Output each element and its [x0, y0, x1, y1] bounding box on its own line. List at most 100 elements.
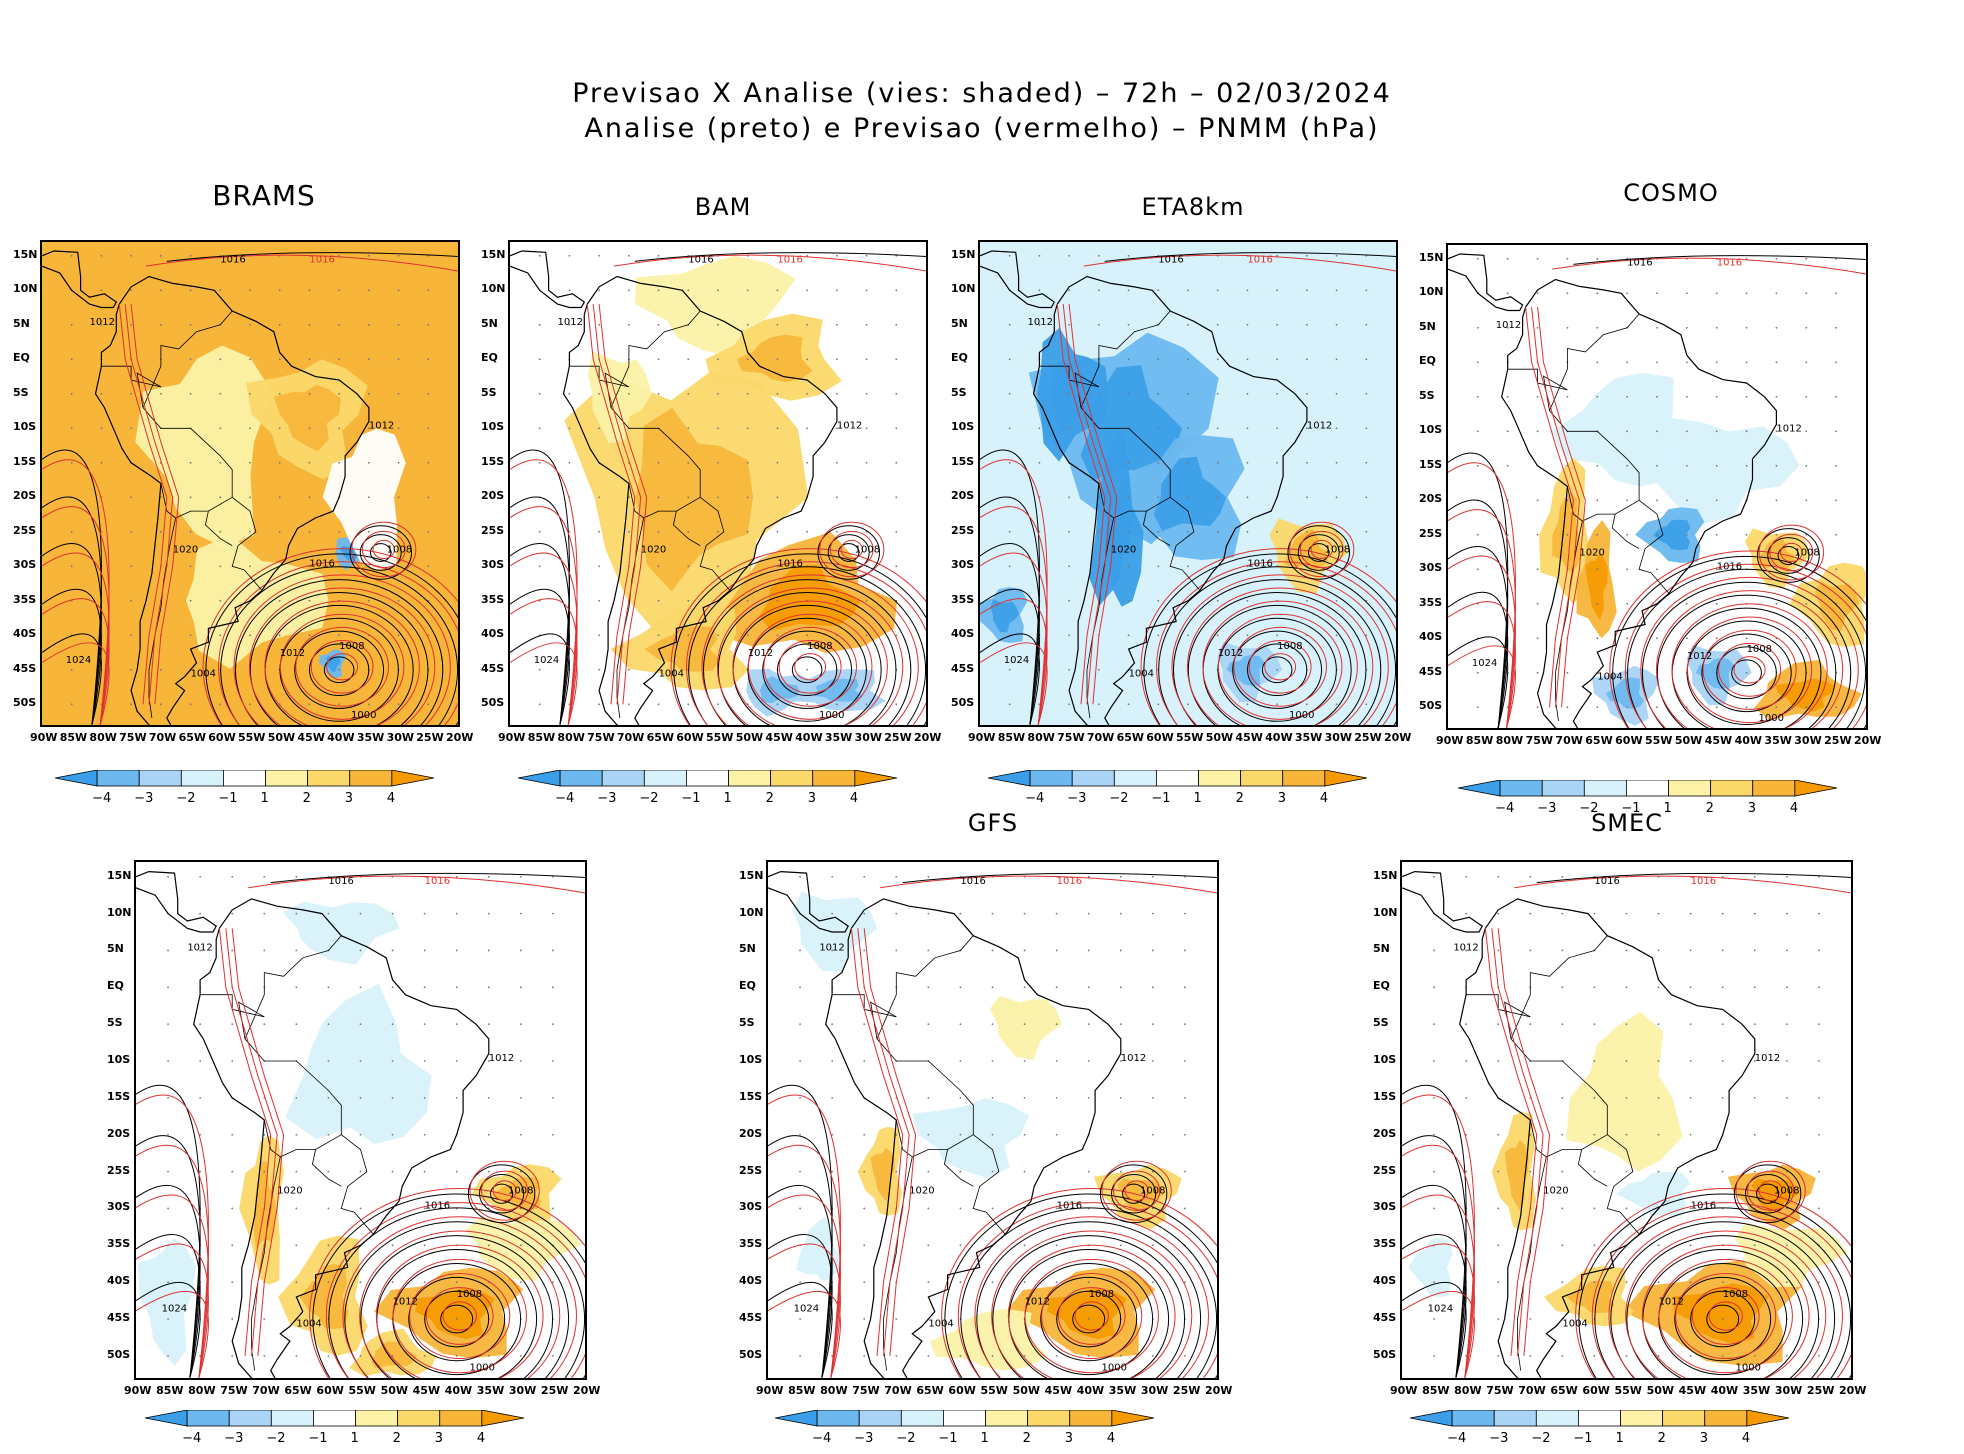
- grid-dot: [1818, 1281, 1820, 1284]
- grid-dot: [519, 875, 522, 878]
- bias-core: [760, 676, 800, 703]
- grid-dot: [835, 289, 838, 292]
- grid-dot: [1008, 461, 1011, 464]
- grid-dot: [895, 530, 898, 533]
- lon-tick-label: 65W: [1116, 731, 1145, 744]
- grid-dot: [1068, 323, 1071, 326]
- grid-dot: [657, 634, 660, 637]
- grid-dot: [1721, 1354, 1724, 1357]
- coastline: [1448, 253, 1524, 312]
- grid-dot: [806, 427, 809, 430]
- isobar-analysis: [768, 1282, 833, 1378]
- isobar-forecast: [840, 539, 863, 560]
- isobar-label: 1004: [191, 669, 216, 680]
- colorbar-label: −2: [1531, 1431, 1550, 1446]
- grid-dot: [806, 358, 809, 361]
- grid-dot: [1476, 533, 1479, 536]
- isobar-label: 1004: [1129, 669, 1154, 680]
- grid-dot: [1055, 1060, 1058, 1062]
- grid-dot: [687, 703, 690, 706]
- grid-dot: [1596, 568, 1599, 571]
- isobar-analysis: [166, 252, 458, 262]
- colorbar-label: 2: [1706, 801, 1714, 816]
- grid-dot: [1721, 1281, 1724, 1284]
- grid-dot: [863, 912, 866, 915]
- isobar-label: 1016: [1717, 561, 1742, 572]
- grid-dot: [263, 1170, 266, 1173]
- grid-dot: [367, 703, 370, 706]
- lat-tick-label: 20S: [951, 489, 975, 503]
- isobar-forecast: [1537, 307, 1586, 708]
- isobar-label: 1000: [1736, 1363, 1761, 1374]
- grid-dot: [1625, 1281, 1628, 1284]
- grid-dot: [359, 1023, 362, 1026]
- grid-dot: [1805, 602, 1808, 605]
- isobar-forecast: [510, 598, 578, 725]
- grid-dot: [159, 392, 162, 395]
- isobar-forecast: [231, 928, 285, 1356]
- grid-dot: [799, 1170, 801, 1173]
- grid-dot: [1561, 986, 1564, 989]
- grid-dot: [1023, 1023, 1026, 1026]
- grid-dot: [423, 1023, 426, 1026]
- isobar-analysis: [703, 579, 912, 725]
- grid-dot: [327, 1207, 330, 1210]
- grid-dot: [776, 392, 779, 395]
- isobar-analysis: [467, 1164, 536, 1224]
- grid-dot: [1246, 703, 1249, 706]
- isobar-label: 1012: [1218, 648, 1243, 659]
- isobar-analysis: [1744, 1173, 1791, 1214]
- grid-dot: [487, 1354, 490, 1357]
- grid-dot: [552, 949, 554, 952]
- grid-dot: [538, 392, 541, 395]
- isobar-forecast: [492, 1180, 517, 1202]
- grid-dot: [1805, 499, 1808, 502]
- grid-dot: [1127, 392, 1130, 395]
- grid-dot: [959, 1170, 962, 1173]
- grid-dot: [835, 254, 838, 257]
- colorbar-label: −1: [218, 791, 237, 806]
- grid-dot: [1721, 949, 1724, 952]
- grid-dot: [455, 1281, 458, 1284]
- grid-dot: [1625, 1354, 1628, 1357]
- lat-tick-label: EQ: [1373, 979, 1390, 993]
- grid-dot: [1216, 358, 1219, 361]
- lon-tick-label: 50W: [1646, 1384, 1675, 1397]
- grid-dot: [159, 703, 162, 706]
- isobar-analysis: [791, 656, 823, 684]
- isobar-label: 1012: [1687, 651, 1712, 662]
- grid-dot: [776, 427, 779, 430]
- grid-dot: [776, 289, 779, 292]
- grid-dot: [1055, 1023, 1058, 1026]
- lat-tick-label: 5N: [951, 316, 968, 330]
- colorbar-label: 1: [1194, 791, 1202, 806]
- grid-dot: [1536, 326, 1539, 329]
- lat-tick-label: 40S: [951, 627, 975, 641]
- grid-dot: [130, 703, 133, 706]
- grid-dot: [167, 949, 169, 952]
- isobar-forecast: [295, 626, 389, 707]
- grid-dot: [1656, 499, 1658, 502]
- lon-tick-label: 70W: [252, 1384, 280, 1397]
- grid-dot: [1433, 1060, 1435, 1062]
- grid-dot: [1561, 1354, 1564, 1357]
- grid-dot: [1506, 533, 1509, 536]
- grid-dot: [895, 1354, 898, 1357]
- grid-dot: [189, 323, 192, 326]
- isobar-label: 1016: [777, 255, 802, 266]
- grid-dot: [991, 1281, 994, 1284]
- grid-dot: [1593, 1244, 1596, 1247]
- grid-dot: [1151, 986, 1154, 989]
- isobar-forecast: [136, 1194, 209, 1378]
- grid-dot: [799, 1281, 801, 1284]
- grid-dot: [1805, 706, 1808, 709]
- lon-tick-label: 80W: [188, 1384, 216, 1397]
- isobar-forecast: [42, 642, 110, 725]
- grid-dot: [1785, 1170, 1788, 1173]
- lon-tick-label: 50W: [1012, 1384, 1041, 1397]
- grid-dot: [1276, 668, 1279, 671]
- bias-region: [1550, 372, 1690, 487]
- grid-dot: [70, 530, 73, 533]
- grid-dot: [423, 986, 426, 989]
- isobar-forecast: [1289, 521, 1355, 578]
